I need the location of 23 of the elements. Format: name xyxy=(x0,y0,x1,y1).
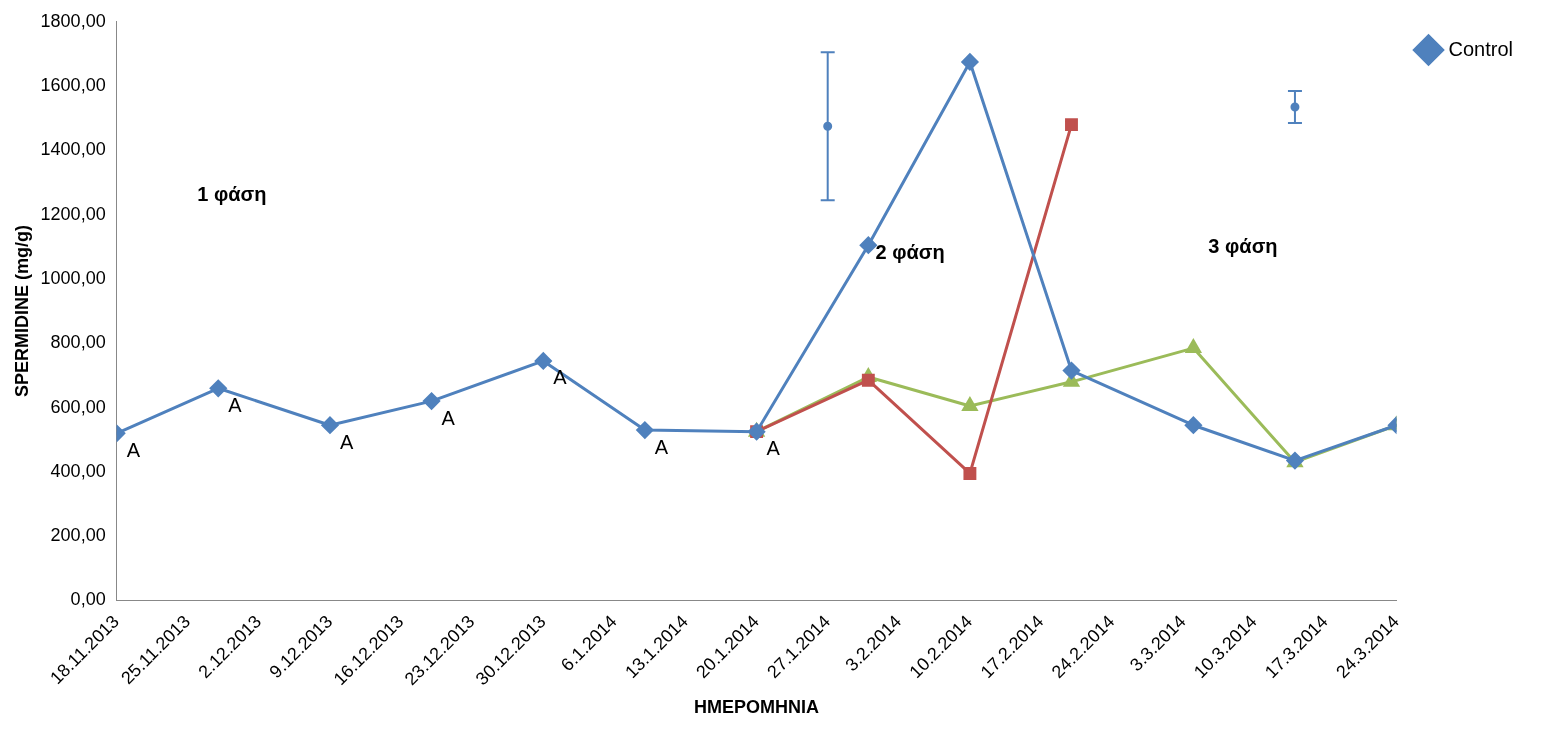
annotation: A xyxy=(766,437,781,460)
annotation: A xyxy=(654,435,669,458)
y-tick-label: 800,00 xyxy=(50,332,106,353)
annotation: 2 φάση xyxy=(875,240,945,263)
annotation: A xyxy=(228,393,243,416)
y-tick-label: 1200,00 xyxy=(40,203,106,224)
y-tick-label: 400,00 xyxy=(50,460,106,481)
y-tick-label: 200,00 xyxy=(50,525,106,546)
y-tick-label: 1000,00 xyxy=(40,267,106,288)
y-tick-label: 1600,00 xyxy=(40,75,106,96)
annotation: A xyxy=(553,366,568,389)
annotation: A xyxy=(441,406,456,429)
y-axis-title: SPERMIDINE (mg/g) xyxy=(11,225,32,398)
y-tick-label: 600,00 xyxy=(50,396,106,417)
annotation: 3 φάση xyxy=(1208,234,1278,257)
y-tick-label: 0,00 xyxy=(70,589,106,610)
y-tick-label: 1800,00 xyxy=(40,10,106,31)
y-tick-label: 1400,00 xyxy=(40,139,106,160)
annotation: 1 φάση xyxy=(197,182,267,205)
x-axis-title: ΗΜΕΡΟΜΗΝΙΑ xyxy=(694,697,820,718)
annotation: A xyxy=(339,430,354,453)
annotation: A xyxy=(126,438,141,461)
legend-label: Control xyxy=(1448,37,1514,60)
